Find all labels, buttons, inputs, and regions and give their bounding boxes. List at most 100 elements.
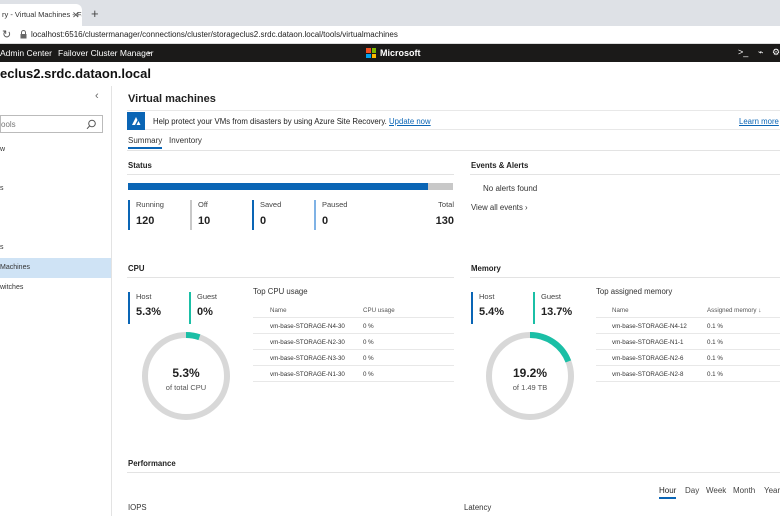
powershell-icon[interactable]: >_ <box>738 47 749 57</box>
banner-message: Help protect your VMs from disasters by … <box>153 117 387 126</box>
performance-title: Performance <box>128 459 176 468</box>
sidebar-item-virtual-switches[interactable]: witches <box>0 284 24 291</box>
vm-cpu: 0 % <box>363 323 374 330</box>
stat-label: Off <box>198 200 208 209</box>
memory-donut-value: 19.2% <box>512 366 548 380</box>
iops-label: IOPS <box>128 503 147 512</box>
learn-more-link[interactable]: Learn more <box>739 117 779 126</box>
table-row[interactable]: vm-base-STORAGE-N4-30 0 % <box>253 319 454 334</box>
sidebar-item-virtual-machines[interactable]: Machines <box>0 258 111 278</box>
browser-tab-bar: ry - Virtual Machines - Fa ✕ + <box>0 0 780 26</box>
stat-value: 0 <box>322 215 329 227</box>
cpu-divider <box>127 277 454 278</box>
stat-label: Paused <box>322 200 348 209</box>
search-input[interactable]: ools <box>0 115 103 133</box>
no-alerts-text: No alerts found <box>483 184 538 193</box>
vm-cpu: 0 % <box>363 339 374 346</box>
vm-name: vm-base-STORAGE-N2-8 <box>612 371 684 378</box>
vm-name: vm-base-STORAGE-N1-30 <box>270 371 345 378</box>
cpu-donut-label: 5.3% of total CPU <box>141 366 231 392</box>
range-year[interactable]: Year <box>764 486 780 495</box>
cpu-donut-caption: of total CPU <box>165 383 207 392</box>
app-header: Admin Center Failover Cluster Manager ⌄ … <box>0 44 780 62</box>
vm-name: vm-base-STORAGE-N4-12 <box>612 323 687 330</box>
refresh-icon[interactable]: ↻ <box>2 29 12 41</box>
vm-memory: 0.1 % <box>707 339 723 346</box>
sidebar-item-volumes[interactable]: s <box>0 244 4 251</box>
metric-value: 13.7% <box>541 306 573 318</box>
vm-cpu: 0 % <box>363 371 374 378</box>
table-row[interactable]: vm-base-STORAGE-N1-1 0.1 % <box>596 335 780 350</box>
range-hour[interactable]: Hour <box>659 486 677 499</box>
tab-inventory[interactable]: Inventory <box>169 136 202 145</box>
browser-tab-title: ry - Virtual Machines - Fa <box>2 10 82 19</box>
memory-host: Host 5.4% <box>471 292 504 324</box>
tool-switcher[interactable]: Failover Cluster Manager <box>58 48 154 58</box>
update-now-link[interactable]: Update now <box>389 117 431 126</box>
vm-name: vm-base-STORAGE-N2-30 <box>270 339 345 346</box>
col-cpu-usage: CPU usage <box>363 307 395 314</box>
url-field[interactable]: localhost:6516/clustermanager/connection… <box>31 30 398 39</box>
status-bar <box>128 183 453 190</box>
memory-guest: Guest 13.7% <box>533 292 572 324</box>
sidebar-item-nodes[interactable]: s <box>0 185 4 192</box>
table-row[interactable]: vm-base-STORAGE-N1-30 0 % <box>253 367 454 382</box>
range-week[interactable]: Week <box>706 486 727 495</box>
search-placeholder: ools <box>1 120 16 129</box>
vm-name: vm-base-STORAGE-N1-1 <box>612 339 684 346</box>
table-header: Name CPU usage <box>253 303 454 318</box>
memory-donut-caption: of 1.49 TB <box>512 383 548 392</box>
metric-label: Host <box>479 292 495 301</box>
stat-paused: Paused 0 <box>314 200 347 230</box>
chevron-down-icon[interactable]: ⌄ <box>146 47 153 56</box>
app-name[interactable]: Admin Center <box>0 48 52 58</box>
settings-icon[interactable]: ⚙ <box>772 47 780 57</box>
stat-label: Running <box>136 200 164 209</box>
banner-text: Help protect your VMs from disasters by … <box>153 117 431 126</box>
microsoft-logo-icon <box>366 48 376 58</box>
top-memory-title: Top assigned memory <box>596 287 673 296</box>
range-day[interactable]: Day <box>685 486 700 495</box>
vm-name: vm-base-STORAGE-N4-30 <box>270 323 345 330</box>
cpu-donut-value: 5.3% <box>172 366 200 380</box>
azure-icon <box>127 112 145 130</box>
brand-name: Microsoft <box>380 48 421 58</box>
table-row[interactable]: vm-base-STORAGE-N2-30 0 % <box>253 335 454 350</box>
col-assigned-memory[interactable]: Assigned memory ↓ <box>707 307 762 314</box>
cpu-host: Host 5.3% <box>128 292 161 324</box>
metric-label: Guest <box>197 292 218 301</box>
status-bar-running <box>128 183 428 190</box>
new-tab-icon[interactable]: + <box>91 6 99 21</box>
stat-off: Off 10 <box>190 200 210 230</box>
stat-value: 130 <box>435 215 454 227</box>
table-row[interactable]: vm-base-STORAGE-N3-30 0 % <box>253 351 454 366</box>
events-divider <box>470 174 780 175</box>
table-row[interactable]: vm-base-STORAGE-N2-6 0.1 % <box>596 351 780 366</box>
range-month[interactable]: Month <box>733 486 756 495</box>
view-all-events-link[interactable]: View all events › <box>471 203 528 212</box>
search-icon[interactable] <box>86 119 97 130</box>
memory-donut-label: 19.2% of 1.49 TB <box>485 366 575 392</box>
cpu-title: CPU <box>128 264 145 273</box>
stat-value: 0 <box>260 215 267 227</box>
col-name: Name <box>270 307 287 314</box>
vm-name: vm-base-STORAGE-N3-30 <box>270 355 345 362</box>
sidebar-item-overview[interactable]: w <box>0 146 6 153</box>
azure-banner: Help protect your VMs from disasters by … <box>127 110 780 130</box>
metric-value: 5.3% <box>136 306 162 318</box>
tab-summary[interactable]: Summary <box>128 136 163 149</box>
table-row[interactable]: vm-base-STORAGE-N2-8 0.1 % <box>596 367 780 382</box>
top-cpu-title: Top CPU usage <box>253 287 308 296</box>
close-icon[interactable]: ✕ <box>72 10 80 20</box>
address-bar: ↻ localhost:6516/clustermanager/connecti… <box>0 26 780 44</box>
collapse-sidebar-icon[interactable]: ‹ <box>95 90 99 102</box>
cpu-guest: Guest 0% <box>189 292 217 324</box>
col-name: Name <box>612 307 629 314</box>
metric-value: 5.4% <box>479 306 505 318</box>
status-title: Status <box>128 161 152 170</box>
table-row[interactable]: vm-base-STORAGE-N4-12 0.1 % <box>596 319 780 334</box>
table-header: Name Assigned memory ↓ <box>596 303 780 318</box>
cpu-donut-arc <box>142 332 230 420</box>
browser-tab[interactable]: ry - Virtual Machines - Fa ✕ <box>0 4 82 26</box>
notifications-icon[interactable]: ⌁ <box>758 47 764 57</box>
